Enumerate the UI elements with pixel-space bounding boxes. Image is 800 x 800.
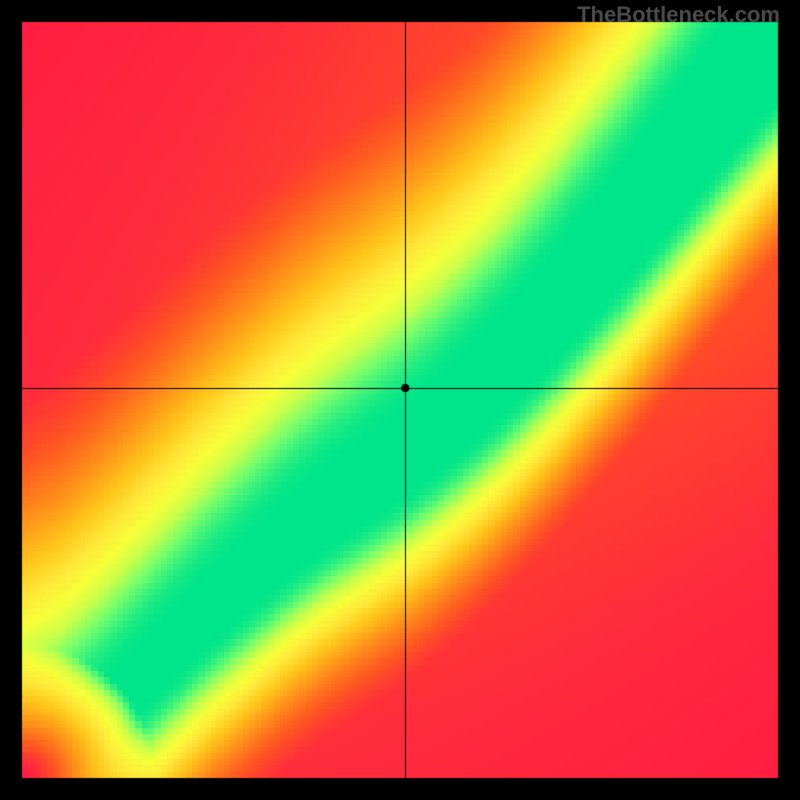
bottleneck-heatmap [0, 0, 800, 800]
watermark-text: TheBottleneck.com [577, 2, 780, 28]
chart-container: TheBottleneck.com [0, 0, 800, 800]
